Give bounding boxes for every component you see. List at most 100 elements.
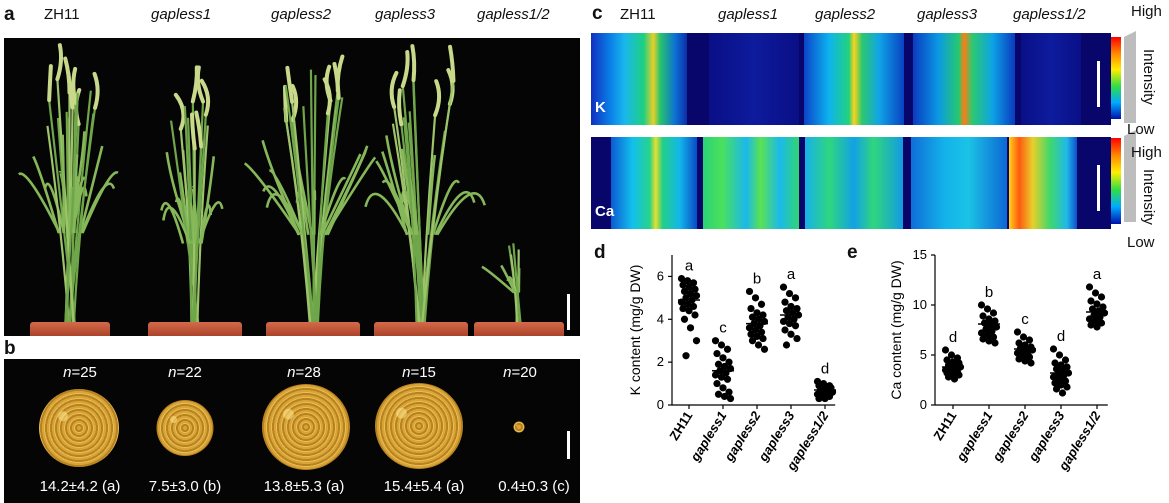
data-point: [680, 315, 689, 323]
ca-color-bar: [1111, 138, 1121, 224]
data-point: [985, 337, 993, 345]
pot-gapless2: [266, 322, 360, 336]
leaf: [436, 192, 487, 236]
y-tick-label: 5: [920, 347, 927, 362]
data-point: [745, 287, 754, 296]
data-point: [747, 304, 755, 313]
data-point: [991, 339, 999, 347]
culm: [302, 106, 319, 325]
panicle: [66, 71, 75, 110]
data-point: [1093, 323, 1101, 331]
leaf: [500, 264, 517, 294]
y-tick-label: 15: [913, 247, 927, 262]
panicle: [199, 78, 211, 117]
culm: [196, 125, 209, 325]
scale-bar-c-ca: [1097, 165, 1100, 211]
k-strip-gapless12: [1021, 33, 1081, 125]
data-point: [682, 352, 690, 360]
data-point: [759, 311, 767, 319]
data-point: [677, 274, 686, 283]
data-point: [753, 309, 761, 317]
panicle: [322, 77, 332, 116]
n-symbol: n: [168, 364, 177, 381]
panicle: [448, 44, 456, 83]
data-point: [1013, 349, 1022, 357]
count-value: =15: [410, 364, 436, 381]
data-point: [979, 312, 987, 320]
k-low-label: Low: [1127, 121, 1155, 138]
panicle: [71, 66, 78, 105]
yield-gapless2: 13.8±5.3 (a): [263, 478, 345, 495]
panel-a-genotype-gapless1: gapless1: [151, 6, 212, 23]
data-point: [1093, 300, 1101, 308]
data-point: [1058, 389, 1067, 397]
count-value: =25: [71, 364, 97, 381]
data-point: [754, 341, 763, 349]
yield-gapless12: 0.4±0.3 (c): [498, 478, 570, 495]
ca-heatmap: Ca: [591, 137, 1111, 229]
data-point: [753, 332, 761, 341]
plant-1: [160, 65, 224, 325]
data-point: [1087, 321, 1095, 329]
data-point: [1052, 385, 1061, 393]
significance-letter: d: [1057, 328, 1065, 345]
data-point: [781, 298, 789, 306]
panel-a-letter: a: [4, 4, 15, 25]
panicle: [190, 112, 197, 151]
panel-a-genotype-zh11: ZH11: [44, 6, 80, 23]
count-gapless3: n=15: [402, 364, 436, 381]
ca-strip-gapless2: [805, 137, 903, 229]
k-label: K: [595, 99, 606, 116]
data-point: [1021, 357, 1029, 365]
data-point: [726, 394, 735, 403]
data-point: [950, 375, 959, 383]
data-point: [719, 384, 727, 392]
data-point: [679, 304, 687, 313]
count-value: =28: [295, 364, 321, 381]
data-point: [713, 349, 721, 358]
y-tick-label: 10: [913, 297, 927, 312]
count-value: =20: [511, 364, 537, 381]
panel-c-genotype-gapless1: gapless1: [718, 6, 779, 23]
ca-strip-gapless3: [911, 137, 1007, 229]
data-point: [821, 394, 829, 403]
culm: [183, 105, 193, 325]
panel-a-genotype-gapless3: gapless3: [375, 6, 436, 23]
data-point: [793, 304, 801, 313]
data-point: [793, 334, 801, 343]
data-point: [747, 330, 755, 338]
significance-letter: a: [1093, 266, 1102, 283]
pot-gapless1: [148, 322, 242, 336]
data-point: [689, 279, 698, 287]
data-point: [692, 292, 701, 300]
panel-c-genotype-zh11: ZH11: [620, 6, 656, 23]
panel-c-genotype-gapless12: gapless1/2: [1013, 6, 1086, 23]
culm: [512, 243, 522, 325]
leaf: [81, 171, 119, 234]
data-point: [691, 285, 699, 293]
data-point: [983, 305, 992, 313]
data-point: [1051, 359, 1059, 367]
yield-zh11: 14.2±4.2 (a): [39, 478, 121, 495]
pot-gapless3: [374, 322, 468, 336]
data-point: [686, 289, 695, 298]
y-tick-label: 0: [657, 397, 664, 412]
leaf: [32, 155, 60, 234]
data-point: [785, 319, 794, 328]
leaf: [434, 190, 476, 236]
data-point: [692, 337, 701, 345]
data-point: [759, 334, 767, 343]
panicle: [389, 70, 399, 109]
data-point: [1019, 333, 1028, 341]
data-point: [1088, 305, 1097, 313]
panel-d-letter: d: [594, 242, 606, 263]
significance-letter: b: [753, 270, 761, 287]
data-point: [791, 294, 800, 302]
leaf: [400, 189, 417, 235]
data-point: [787, 330, 795, 338]
plants-drawing: [17, 43, 522, 325]
leaf: [431, 179, 461, 236]
data-point: [977, 301, 986, 309]
leaf: [268, 168, 304, 236]
